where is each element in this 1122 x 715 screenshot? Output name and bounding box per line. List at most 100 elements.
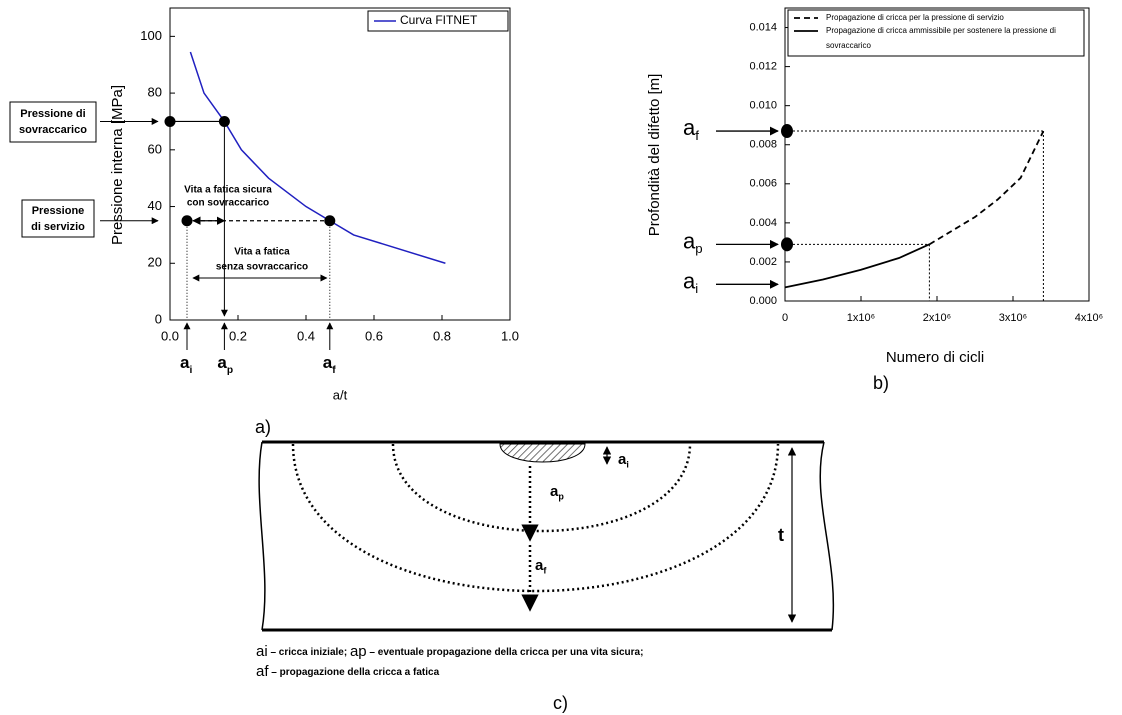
af-label: af [535,557,547,576]
point-marker [181,215,193,227]
x-tick-label: 0.0 [161,328,179,343]
y-tick-label: 0.008 [749,139,777,151]
plate-left-edge [258,441,266,631]
ai-label-base: a [180,353,190,372]
service-box [21,199,95,238]
ap-label-base: a [217,353,227,372]
y-tick-label: 80 [148,85,162,100]
legend-box [787,9,1085,57]
t-label: t [778,525,784,545]
y-tick-label: 20 [148,255,162,270]
caption-symbol: af [256,663,269,680]
panel-label: c) [553,693,568,713]
legend-entry: Propagazione di cricca per la pressione … [826,13,1004,22]
plate [258,440,835,632]
point-marker [164,115,176,127]
crack-front-p [391,443,692,533]
af-label-sub: f [332,365,336,376]
service-label: di servizio [31,221,85,233]
series-line [784,243,930,289]
legend-label: Propagazione di cricca per la pressione … [826,13,1004,22]
panel-label: b) [873,373,889,393]
ai-label: ai [683,268,698,296]
af-label: af [683,115,699,143]
caption-line: af – propagazione della cricca a fatica [256,663,440,680]
legend-label: Propagazione di cricca ammissibile per s… [826,26,1056,50]
x-tick-label: 2x10⁶ [923,312,951,324]
ap-label-base: a [683,228,696,253]
legend-entry: Propagazione di cricca ammissibile per s… [826,26,1056,50]
service-label: Pressione [32,205,85,217]
x-tick-label: 1.0 [501,328,519,343]
x-tick-label: 0.8 [433,328,451,343]
overload-box [9,101,97,143]
ai-label: ai [180,353,192,375]
safe-life-label: con sovraccarico [187,198,269,209]
life-label: Vita a fatica [234,247,290,258]
ap-label: ap [217,353,233,375]
legend-label: Curva FITNET [400,13,478,27]
ap-label-base: a [550,483,559,500]
y-tick-label: 0.006 [749,178,777,190]
ai-label-sub: i [626,460,629,470]
depth-marker [781,124,793,139]
life-label: senza sovraccarico [216,262,308,273]
x-axis-label: Numero di cicli [886,349,984,366]
caption-text: – cricca iniziale; [268,647,350,658]
overload-label: sovraccarico [19,124,87,136]
ai-label: ai [618,451,629,470]
y-tick-label: 40 [148,198,162,213]
x-tick-label: 0.6 [365,328,383,343]
ai-label-base: a [683,268,696,293]
ai-label-base: a [618,451,627,468]
caption-text: – propagazione della cricca a fatica [269,667,440,678]
y-axis-label: Profondità del difetto [m] [646,74,663,237]
caption-symbol: ai [256,643,268,660]
series-line [189,51,446,264]
ap-label-sub: p [227,365,233,376]
overload-label: Pressione di [20,108,85,120]
y-tick-label: 0.014 [749,21,777,33]
x-tick-label: 1x10⁶ [847,312,875,324]
initial-crack [499,443,586,463]
y-axis-label: Pressione interna [MPa] [109,85,126,245]
af-label: af [323,353,336,375]
y-tick-label: 60 [148,141,162,156]
y-tick-label: 0.012 [749,61,777,73]
y-tick-label: 0.010 [749,100,777,112]
x-tick-label: 0.4 [297,328,315,343]
af-label-sub: f [695,128,699,143]
point-marker [218,115,230,127]
caption-text: – eventuale propagazione della cricca pe… [367,647,644,658]
panel-label: a) [255,417,271,437]
af-label-base: a [323,353,333,372]
x-tick-label: 3x10⁶ [999,312,1027,324]
y-tick-label: 0 [155,311,162,326]
ai-label-sub: i [695,282,698,297]
ap-label: ap [683,228,703,256]
ap-label-sub: p [695,242,702,257]
ap-label-sub: p [558,492,564,502]
x-axis-label: a/t [333,387,348,402]
y-tick-label: 100 [140,28,162,43]
af-label-sub: f [543,566,547,576]
plate-right-edge [819,441,835,631]
x-tick-label: 0 [782,312,788,324]
y-tick-label: 0.004 [749,217,777,229]
ap-label: ap [550,483,564,502]
caption-symbol: ap [350,643,367,660]
point-marker [324,215,336,227]
legend-box [367,10,509,32]
y-tick-label: 0.000 [749,295,777,307]
series-line [928,130,1045,246]
depth-marker [781,237,793,252]
af-label-base: a [683,115,696,140]
plot-frame [169,7,511,321]
x-tick-label: 4x10⁶ [1075,312,1103,324]
caption-line: ai – cricca iniziale; ap – eventuale pro… [256,643,643,660]
y-tick-label: 0.002 [749,256,777,268]
safe-life-label: Vita a fatica sicura [184,185,272,196]
x-tick-label: 0.2 [229,328,247,343]
